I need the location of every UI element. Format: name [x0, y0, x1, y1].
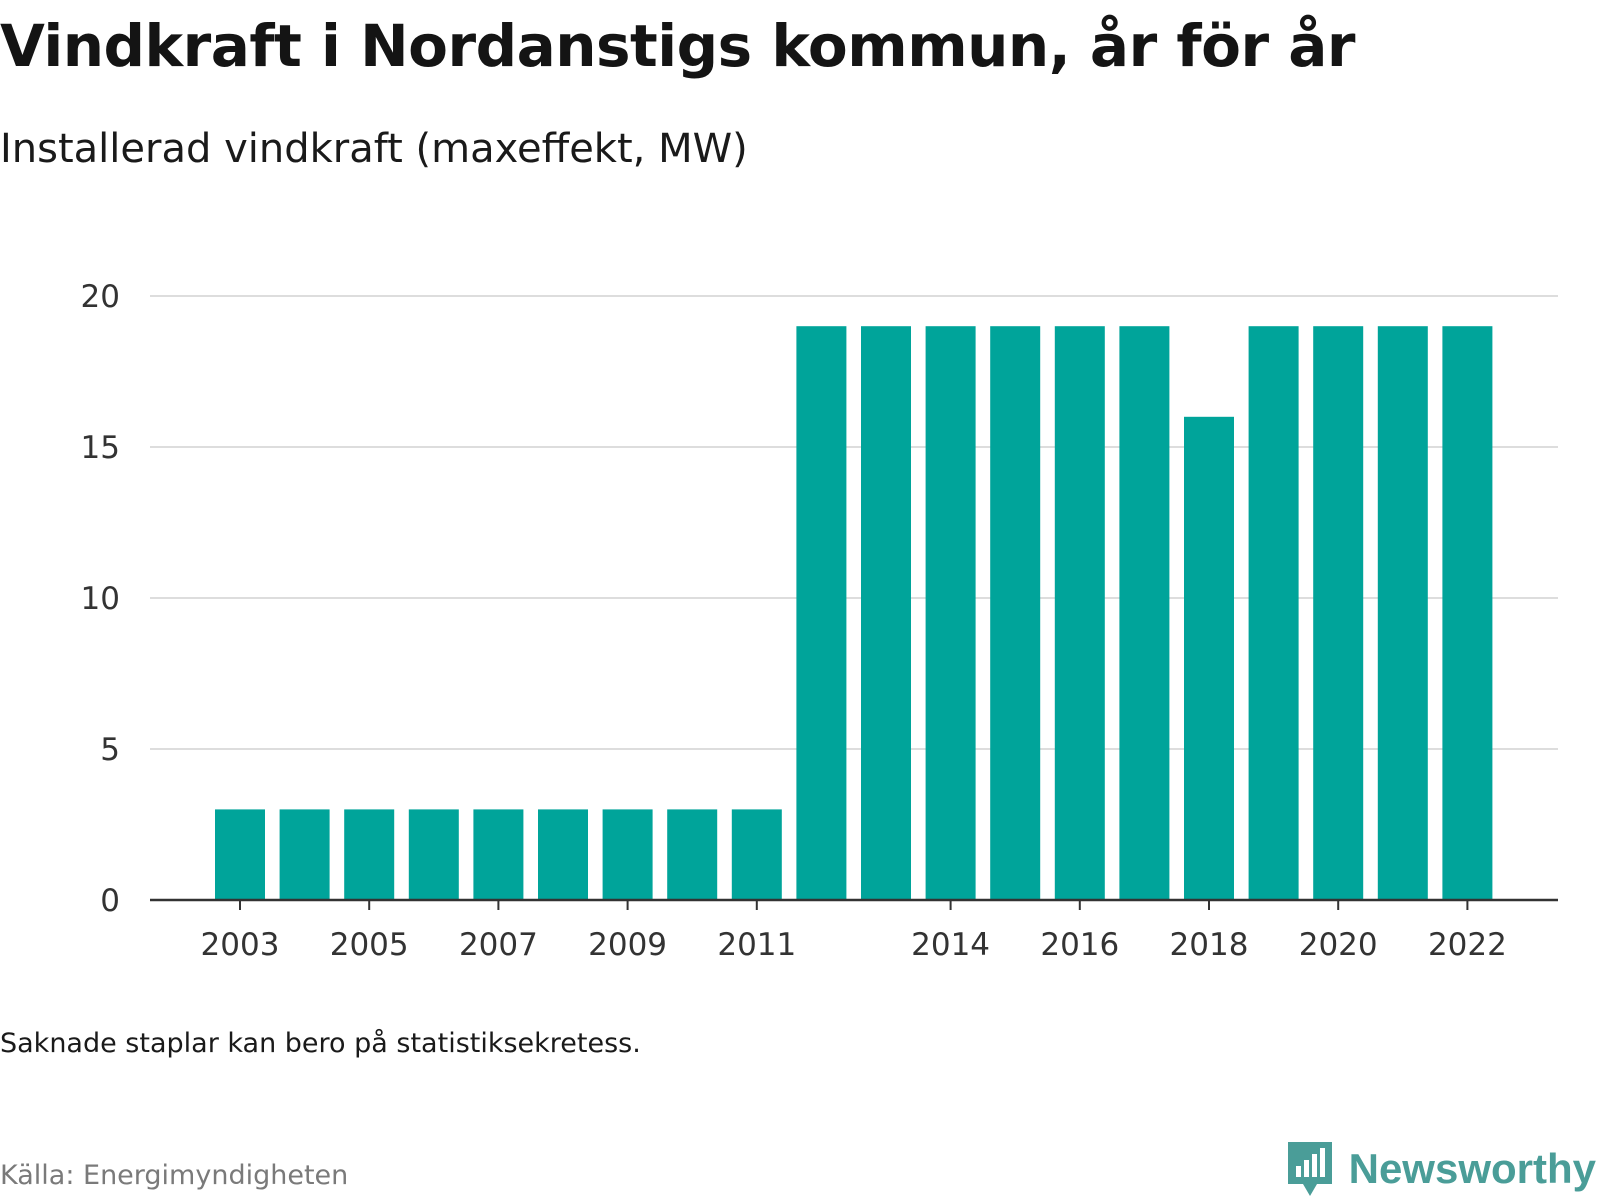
- bar-2016: [1054, 326, 1105, 900]
- bar-2022: [1442, 326, 1493, 900]
- x-tick-label: 2020: [1299, 927, 1378, 963]
- x-tick-label: 2011: [717, 927, 796, 963]
- bar-2012: [796, 326, 847, 900]
- x-tick-label: 2009: [588, 927, 667, 963]
- bars: [215, 326, 1493, 900]
- bar-2017: [1119, 326, 1170, 900]
- bar-2015: [990, 326, 1041, 900]
- bar-2018: [1184, 416, 1234, 900]
- bar-2010: [667, 809, 718, 900]
- bar-2019: [1248, 326, 1299, 900]
- x-tick-label: 2003: [201, 927, 280, 963]
- bar-2020: [1313, 326, 1364, 900]
- x-tick-label: 2018: [1170, 927, 1249, 963]
- bar-2008: [538, 809, 588, 900]
- x-tick-label: 2022: [1428, 927, 1507, 963]
- y-tick-label: 20: [81, 279, 120, 315]
- bar-2005: [344, 809, 395, 900]
- source-text: Källa: Energimyndigheten: [0, 1160, 349, 1191]
- y-tick-label: 5: [100, 732, 120, 768]
- footnote: Saknade staplar kan bero på statistiksek…: [0, 1028, 641, 1059]
- bar-2013: [861, 326, 911, 900]
- bar-2003: [215, 809, 265, 900]
- x-tick-label: 2005: [330, 927, 409, 963]
- bar-2006: [408, 809, 459, 900]
- bar-2011: [731, 809, 782, 900]
- x-tick-label: 2007: [459, 927, 538, 963]
- brand-name: Newsworthy: [1348, 1145, 1596, 1192]
- y-tick-label: 15: [81, 430, 120, 466]
- y-tick-label: 10: [81, 581, 120, 617]
- axes: 0 5 10 15 20 2003 2005 2007 2009 2011 2014 2016 2018…: [81, 279, 1558, 963]
- newsworthy-logo-icon: [1287, 1142, 1332, 1196]
- bar-2021: [1377, 326, 1428, 900]
- x-tick-label: 2016: [1040, 927, 1119, 963]
- brand-logo: Newsworthy: [1285, 1140, 1596, 1198]
- x-tick-label: 2014: [911, 927, 990, 963]
- y-tick-label: 0: [100, 883, 120, 919]
- bar-chart: 0 5 10 15 20 2003 2005 2007 2009 2011 2014 2016 2018…: [81, 279, 1558, 963]
- chart-title: Vindkraft i Nordanstigs kommun, år för å…: [0, 12, 1356, 80]
- bar-2014: [925, 326, 976, 900]
- bar-2004: [279, 809, 330, 900]
- bar-2009: [602, 809, 653, 900]
- chart-subtitle: Installerad vindkraft (maxeffekt, MW): [0, 126, 748, 172]
- bar-2007: [473, 809, 524, 900]
